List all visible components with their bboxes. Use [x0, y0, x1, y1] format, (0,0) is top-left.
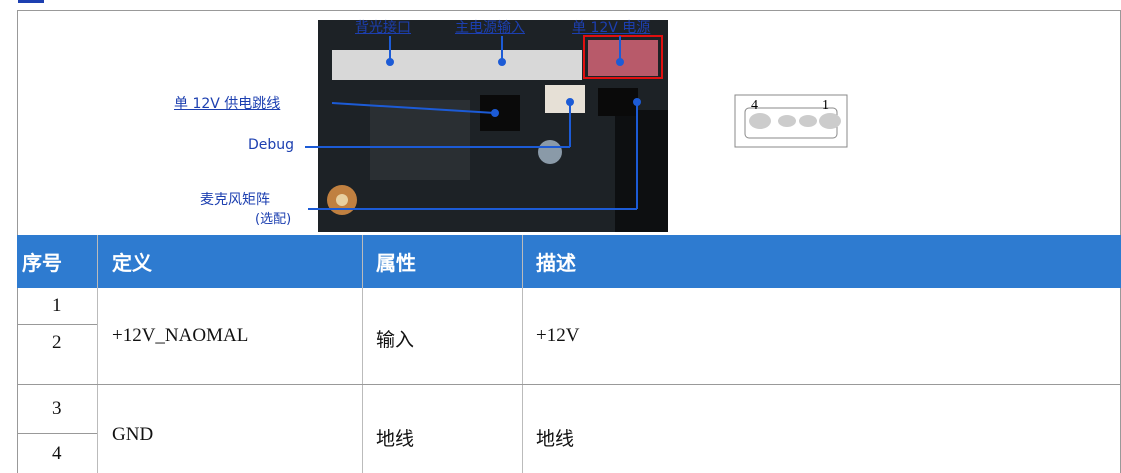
chip [370, 100, 470, 180]
cell: 地线 [536, 429, 575, 450]
col-line [97, 235, 98, 473]
cell: 3 [52, 398, 62, 419]
power-connector [588, 40, 658, 76]
label: 单 12V 电源 [572, 20, 651, 36]
cell: 2 [52, 332, 62, 353]
debug-connector [545, 85, 585, 113]
mic-center [336, 194, 348, 206]
capacitor [538, 140, 562, 164]
highlight-box [583, 35, 663, 79]
pin-label: 4 [751, 98, 758, 113]
pins [749, 113, 841, 129]
connector [332, 50, 582, 80]
header-cell: 描述 [536, 251, 576, 275]
figure [305, 20, 848, 232]
leader-lines [305, 36, 641, 210]
cell: GND [112, 424, 154, 445]
cell: 4 [52, 443, 62, 464]
heading-mark [18, 0, 44, 3]
heatsink [615, 110, 668, 232]
col-line [362, 235, 363, 473]
cell: 输入 [376, 330, 415, 351]
header-pins [598, 88, 638, 116]
pin-drawing [734, 94, 848, 148]
label: 主电源输入 [455, 20, 525, 36]
frame-top [17, 10, 1121, 11]
table-header [17, 235, 1121, 288]
col-line [522, 235, 523, 473]
cell: 1 [52, 295, 62, 316]
pin-label: 1 [822, 98, 829, 113]
label: (选配) [255, 212, 292, 227]
header-cell: 定义 [112, 251, 152, 275]
label: 背光接口 [355, 20, 411, 36]
cell: 地线 [376, 429, 415, 450]
row-line [17, 433, 97, 434]
label: 单 12V 供电跳线 [174, 96, 281, 112]
header-cell: 序号 [22, 251, 62, 275]
label: Debug [248, 137, 295, 153]
cell: +12V_NAOMAL [112, 325, 249, 346]
row-line [17, 384, 1121, 385]
row-line [17, 324, 97, 325]
cell: +12V [536, 325, 580, 346]
header-cell: 属性 [376, 251, 416, 275]
label: 麦克风矩阵 [200, 192, 270, 208]
